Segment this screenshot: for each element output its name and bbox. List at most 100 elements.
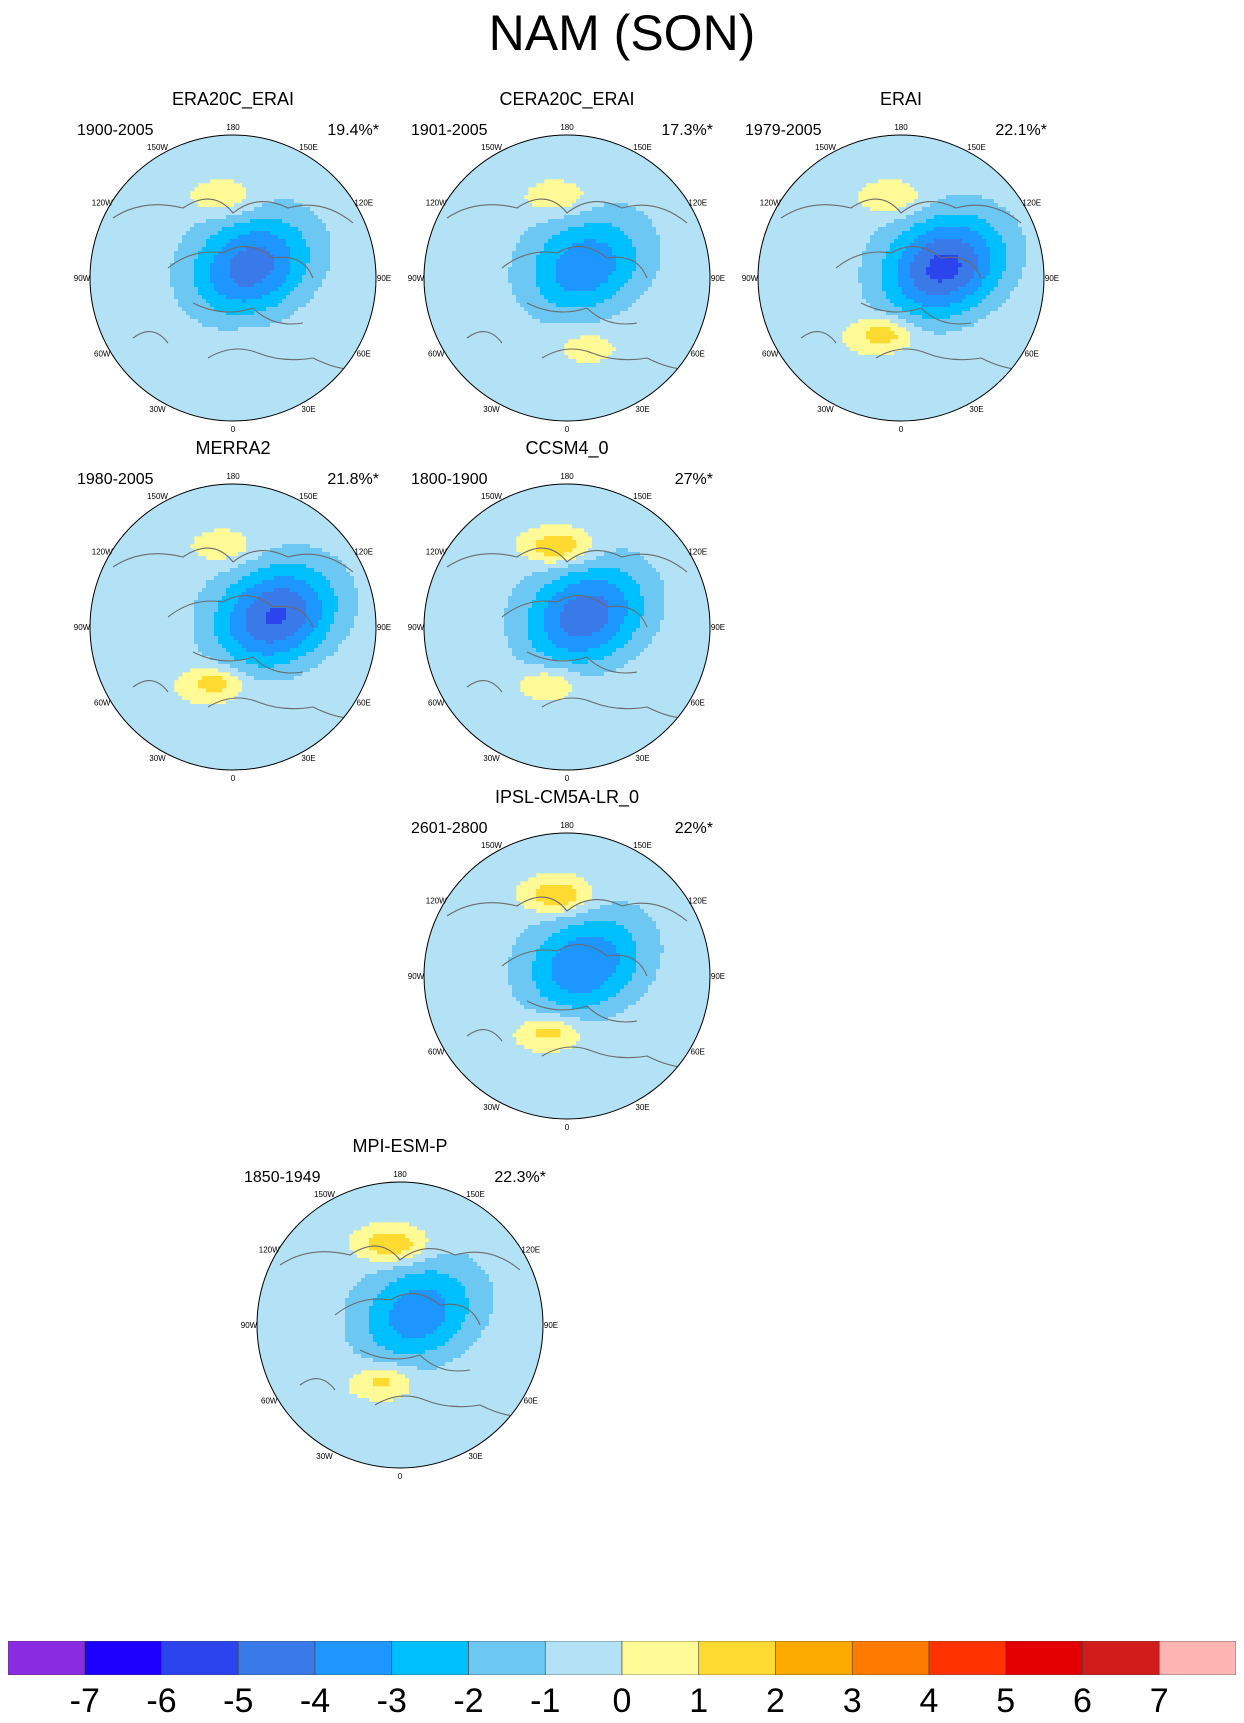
anomaly-cell (174, 315, 179, 320)
anomaly-cell (298, 311, 303, 316)
anomaly-cell (246, 243, 251, 248)
anomaly-cell (374, 187, 376, 192)
anomaly-cell (274, 299, 279, 304)
anomaly-cell (226, 323, 231, 328)
anomaly-cell (106, 143, 111, 148)
anomaly-cell (122, 387, 127, 392)
anomaly-cell (194, 403, 199, 408)
anomaly-cell (130, 295, 135, 300)
anomaly-cell (310, 251, 315, 256)
anomaly-cell (102, 243, 107, 248)
anomaly-cell (154, 339, 159, 344)
anomaly-cell (330, 235, 335, 240)
anomaly-cell (314, 323, 319, 328)
anomaly-cell (282, 207, 287, 212)
anomaly-cell (350, 175, 355, 180)
anomaly-cell (266, 191, 271, 196)
anomaly-cell (266, 247, 271, 252)
anomaly-cell (202, 323, 207, 328)
anomaly-cell (134, 143, 139, 148)
anomaly-cell (98, 175, 103, 180)
anomaly-cell (298, 383, 303, 388)
anomaly-cell (346, 411, 351, 416)
anomaly-cell (326, 191, 331, 196)
anomaly-cell (270, 387, 275, 392)
anomaly-cell (210, 211, 215, 216)
anomaly-cell (202, 411, 207, 416)
anomaly-cell (166, 255, 171, 260)
anomaly-cell (222, 227, 227, 232)
anomaly-cell (154, 227, 159, 232)
anomaly-cell (190, 227, 195, 232)
anomaly-cell (170, 355, 175, 360)
anomaly-cell (246, 231, 251, 236)
anomaly-cell (90, 291, 95, 296)
anomaly-cell (114, 163, 119, 168)
anomaly-cell (126, 367, 131, 372)
anomaly-cell (210, 219, 215, 224)
anomaly-cell (238, 243, 243, 248)
anomaly-cell (274, 323, 279, 328)
anomaly-cell (254, 327, 259, 332)
anomaly-cell (126, 235, 131, 240)
anomaly-cell (310, 315, 315, 320)
anomaly-cell (182, 371, 187, 376)
anomaly-cell (310, 291, 315, 296)
anomaly-cell (306, 187, 311, 192)
anomaly-cell (250, 215, 255, 220)
anomaly-cell (198, 387, 203, 392)
anomaly-cell (118, 383, 123, 388)
anomaly-cell (266, 235, 271, 240)
anomaly-cell (302, 275, 307, 280)
anomaly-cell (298, 151, 303, 156)
anomaly-cell (94, 311, 99, 316)
anomaly-cell (150, 243, 155, 248)
anomaly-cell (214, 295, 219, 300)
anomaly-cell (278, 151, 283, 156)
anomaly-cell (258, 239, 263, 244)
anomaly-cell (234, 139, 239, 144)
anomaly-cell (318, 195, 323, 200)
anomaly-cell (314, 215, 319, 220)
anomaly-cell (98, 263, 103, 268)
anomaly-cell (218, 375, 223, 380)
anomaly-cell (130, 163, 135, 168)
anomaly-cell (230, 411, 235, 416)
anomaly-cell (118, 215, 123, 220)
anomaly-cell (362, 187, 367, 192)
anomaly-cell (306, 247, 311, 252)
anomaly-cell (350, 367, 355, 372)
anomaly-cell (334, 351, 339, 356)
anomaly-cell (210, 163, 215, 168)
anomaly-cell (314, 167, 319, 172)
anomaly-cell (270, 331, 275, 336)
anomaly-cell (278, 363, 283, 368)
anomaly-cell (270, 279, 275, 284)
anomaly-cell (194, 395, 199, 400)
anomaly-cell (298, 343, 303, 348)
anomaly-cell (274, 319, 279, 324)
anomaly-cell (206, 359, 211, 364)
anomaly-cell (246, 387, 251, 392)
anomaly-cell (278, 215, 283, 220)
anomaly-cell (234, 155, 239, 160)
anomaly-cell (322, 335, 327, 340)
anomaly-cell (202, 275, 207, 280)
anomaly-cell (150, 171, 155, 176)
anomaly-cell (270, 227, 275, 232)
anomaly-cell (106, 139, 111, 144)
anomaly-cell (246, 199, 251, 204)
anomaly-cell (326, 395, 331, 400)
anomaly-cell (278, 371, 283, 376)
anomaly-cell (206, 295, 211, 300)
anomaly-cell (138, 243, 143, 248)
anomaly-cell (290, 291, 295, 296)
anomaly-cell (158, 167, 163, 172)
anomaly-cell (98, 179, 103, 184)
anomaly-cell (126, 239, 131, 244)
anomaly-cell (94, 371, 99, 376)
anomaly-cell (242, 163, 247, 168)
anomaly-cell (358, 191, 363, 196)
anomaly-cell (370, 231, 375, 236)
anomaly-cell (246, 359, 251, 364)
